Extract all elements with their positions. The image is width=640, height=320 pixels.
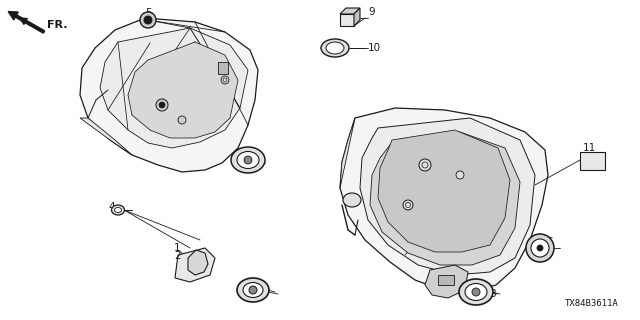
Text: 6: 6 xyxy=(546,237,552,247)
Bar xyxy=(438,275,454,285)
Polygon shape xyxy=(354,8,360,26)
Polygon shape xyxy=(340,14,354,26)
Ellipse shape xyxy=(115,207,122,212)
Circle shape xyxy=(244,156,252,164)
Polygon shape xyxy=(360,118,535,275)
Text: 10: 10 xyxy=(368,43,381,53)
Ellipse shape xyxy=(465,284,487,300)
Circle shape xyxy=(178,116,186,124)
Polygon shape xyxy=(128,42,238,138)
Polygon shape xyxy=(175,248,215,282)
Polygon shape xyxy=(370,132,520,265)
Ellipse shape xyxy=(111,205,125,215)
Circle shape xyxy=(144,16,152,24)
Circle shape xyxy=(456,171,464,179)
Text: 11: 11 xyxy=(583,143,596,153)
Ellipse shape xyxy=(243,283,263,298)
Ellipse shape xyxy=(326,42,344,54)
Text: 7: 7 xyxy=(258,158,264,168)
Text: 5: 5 xyxy=(145,8,152,18)
Circle shape xyxy=(531,239,549,257)
Text: 8: 8 xyxy=(489,289,495,299)
Circle shape xyxy=(221,76,229,84)
Polygon shape xyxy=(378,130,510,252)
Text: FR.: FR. xyxy=(47,20,67,30)
Circle shape xyxy=(403,200,413,210)
Polygon shape xyxy=(80,118,132,155)
Polygon shape xyxy=(425,265,468,298)
Text: 3: 3 xyxy=(256,289,262,299)
Ellipse shape xyxy=(321,39,349,57)
Polygon shape xyxy=(80,18,258,172)
Polygon shape xyxy=(100,28,248,148)
Text: 4: 4 xyxy=(108,202,115,212)
Circle shape xyxy=(156,99,168,111)
Ellipse shape xyxy=(343,193,361,207)
FancyArrow shape xyxy=(8,12,45,33)
Ellipse shape xyxy=(237,278,269,302)
Bar xyxy=(580,152,605,170)
Polygon shape xyxy=(188,250,208,275)
Circle shape xyxy=(419,159,431,171)
Text: 9: 9 xyxy=(368,7,374,17)
Text: 2: 2 xyxy=(174,251,180,261)
Ellipse shape xyxy=(237,151,259,169)
Polygon shape xyxy=(340,118,355,188)
Circle shape xyxy=(159,102,165,108)
Circle shape xyxy=(537,245,543,251)
Polygon shape xyxy=(340,8,360,14)
Bar xyxy=(218,62,228,74)
Circle shape xyxy=(526,234,554,262)
Circle shape xyxy=(249,286,257,294)
Ellipse shape xyxy=(459,279,493,305)
Polygon shape xyxy=(340,108,548,292)
Text: TX84B3611A: TX84B3611A xyxy=(565,299,619,308)
Circle shape xyxy=(140,12,156,28)
Text: 1: 1 xyxy=(174,243,180,253)
Ellipse shape xyxy=(231,147,265,173)
Circle shape xyxy=(472,288,480,296)
